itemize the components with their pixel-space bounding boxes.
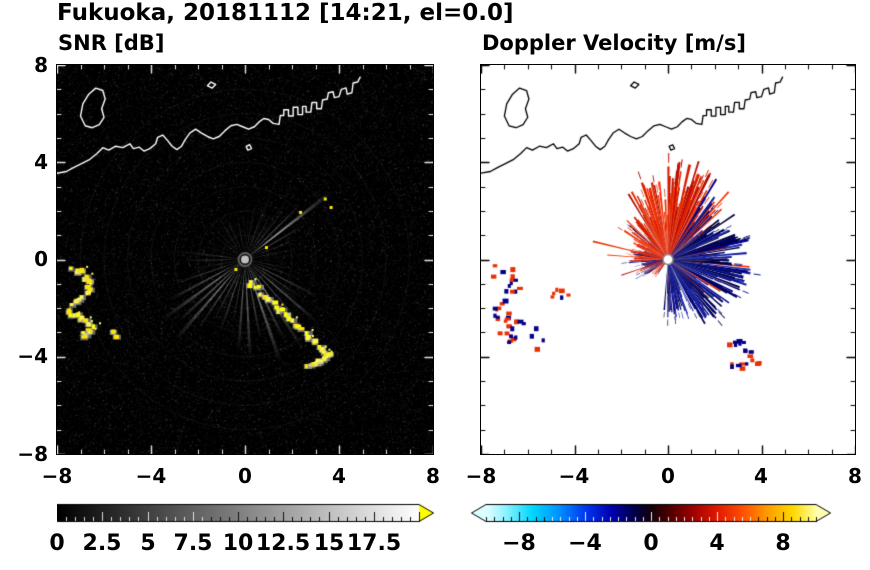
snr-ytick-label: −8: [17, 442, 48, 466]
snr-xtick-label: 0: [238, 464, 252, 488]
snr-colorbar-tick-label: 5: [140, 531, 156, 556]
snr-colorbar-tick-label: 2.5: [82, 531, 122, 556]
snr-xtick-label: 4: [332, 464, 346, 488]
snr-colorbar-tick-label: 0: [49, 531, 65, 556]
snr-colorbar-tick-label: 10: [222, 531, 254, 556]
doppler-colorbar: [470, 503, 832, 523]
snr-xtick-label: −4: [135, 464, 167, 488]
doppler-xtick-label: 8: [848, 464, 862, 488]
snr-ytick-label: 4: [34, 150, 48, 174]
snr-ytick-label: 0: [34, 247, 48, 271]
doppler-colorbar-tick-label: −4: [568, 531, 602, 556]
snr-colorbar-tick-label: 7.5: [173, 531, 213, 556]
doppler-colorbar-tick-label: −8: [502, 531, 536, 556]
snr-xtick-label: 8: [426, 464, 440, 488]
snr-plot-canvas: [56, 64, 434, 455]
doppler-xtick-label: −8: [465, 464, 497, 488]
doppler-xtick-label: −4: [558, 464, 590, 488]
doppler-panel-title: Doppler Velocity [m/s]: [482, 31, 746, 55]
doppler-xtick-label: 0: [661, 464, 675, 488]
snr-colorbar-tick-label: 15: [313, 531, 345, 556]
doppler-colorbar-tick-label: 8: [775, 531, 791, 556]
doppler-xtick-label: 4: [754, 464, 768, 488]
snr-xtick-label: −8: [41, 464, 73, 488]
doppler-colorbar-tick-label: 0: [643, 531, 659, 556]
doppler-plot-canvas: [480, 64, 856, 455]
snr-panel-title: SNR [dB]: [58, 31, 165, 55]
snr-colorbar-tick-label: 17.5: [346, 531, 402, 556]
snr-colorbar: [57, 503, 435, 523]
snr-ytick-label: 8: [34, 53, 48, 77]
snr-ytick-label: −4: [17, 344, 48, 368]
figure-title: Fukuoka, 20181112 [14:21, el=0.0]: [57, 0, 514, 26]
snr-colorbar-tick-label: 12.5: [255, 531, 311, 556]
doppler-colorbar-tick-label: 4: [709, 531, 725, 556]
